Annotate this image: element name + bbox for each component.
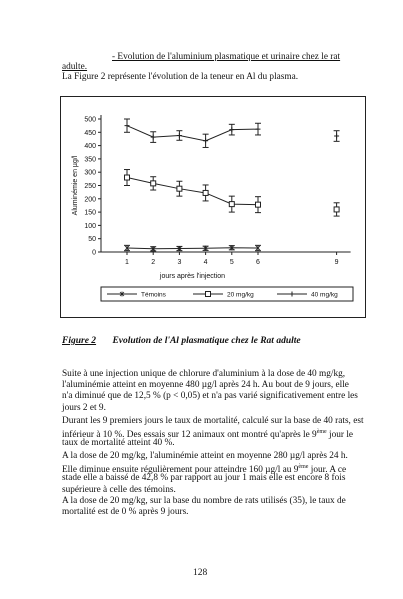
- paragraph-1-line-4: jours 2 et 9.: [62, 402, 106, 413]
- paragraph-3-line-2: Elle diminue ensuite régulièrement pour …: [62, 464, 347, 476]
- figure-frame: 0 50 100 150 200 250 300 350 400 450 500 1 2 3 4 5 6 9 jou…: [60, 96, 366, 318]
- paragraph-2-line-3: taux de mortalité atteint 40 %.: [62, 438, 175, 449]
- data-point-40-mg-kg: [334, 133, 340, 139]
- paragraph-2-line-2: inférieur à 10 %. Des essais sur 12 anim…: [62, 429, 354, 441]
- legend-label: 20 mg/kg: [227, 292, 254, 299]
- data-point-t-moins: [229, 245, 235, 251]
- series-line-40-mg-kg: [126, 125, 259, 142]
- y-tick-label: 100: [84, 223, 96, 230]
- data-point-20-mg-kg: [124, 174, 130, 181]
- x-axis-label: jours après l'injection: [159, 273, 225, 280]
- x-tick-label: 5: [230, 259, 234, 266]
- data-point-20-mg-kg: [333, 206, 340, 213]
- data-point-20-mg-kg: [150, 180, 157, 187]
- x-tick-label: 4: [204, 259, 208, 266]
- data-point-t-moins: [150, 246, 156, 252]
- data-point-40-mg-kg: [255, 126, 261, 132]
- y-tick-label: 500: [84, 117, 96, 124]
- series-line-t-moins: [126, 247, 259, 250]
- x-tick-label: 1: [125, 259, 129, 266]
- data-point-t-moins: [177, 246, 182, 252]
- x-tick-label: 9: [335, 259, 339, 266]
- paragraph-4-line-1: A la dose de 20 mg/kg, sur la base du no…: [62, 496, 346, 506]
- y-tick-label: 250: [84, 183, 96, 190]
- data-point-40-mg-kg: [176, 132, 182, 138]
- data-point-t-moins: [203, 245, 208, 251]
- paragraph-3-line-1: A la dose de 20 mg/kg, l'aluminémie atte…: [62, 451, 348, 461]
- y-tick-label: 200: [84, 196, 96, 203]
- legend-marker: [205, 291, 211, 297]
- paragraph-3-line-4: supérieure à celle des témoins.: [62, 484, 176, 495]
- figure-caption-text: Evolution de l'Al plasmatique chez le Ra…: [112, 336, 301, 346]
- legend-label: Témoins: [141, 292, 167, 299]
- aluminium-plasma-chart: 0 50 100 150 200 250 300 350 400 450 500 1 2 3 4 5 6 9 jou…: [72, 115, 354, 302]
- x-tick-label: 2: [151, 259, 155, 266]
- data-point-20-mg-kg: [228, 201, 235, 208]
- legend-box: [100, 286, 354, 302]
- data-point-t-moins: [255, 245, 261, 251]
- paragraph-1-line-2: l'aluminémie atteint en moyenne 480 µg/l…: [62, 380, 349, 391]
- section-heading-line1: - Evolution de l'aluminium plasmatique e…: [112, 52, 341, 62]
- data-point-20-mg-kg: [176, 185, 183, 192]
- y-tick-label: 400: [84, 143, 96, 150]
- data-point-t-moins: [124, 245, 130, 251]
- paragraph-1-line-3: n'a diminué que de 12,5 % (p < 0,05) et …: [62, 391, 358, 402]
- section-heading-cont: adulte.: [62, 62, 87, 73]
- paragraph-3-line-3: stade elle a baissé de 42,8 % par rappor…: [62, 473, 346, 484]
- y-tick-label: 150: [84, 210, 96, 217]
- paragraph-4-line-2: mortalité est de 0 % après 9 jours.: [62, 507, 189, 518]
- paragraph-1-line-1: Suite à une injection unique de chlorure…: [62, 369, 346, 379]
- y-tick-label: 300: [84, 170, 96, 177]
- section-heading-line2: adulte.: [62, 62, 88, 72]
- data-point-40-mg-kg: [150, 134, 156, 140]
- x-tick-label: 3: [177, 259, 181, 266]
- data-point-40-mg-kg: [203, 138, 209, 144]
- data-point-40-mg-kg: [229, 127, 235, 133]
- data-point-20-mg-kg: [255, 201, 261, 208]
- y-tick-label: 450: [84, 130, 96, 137]
- data-point-40-mg-kg: [124, 123, 130, 129]
- intro-text: La Figure 2 représente l'évolution de la…: [62, 72, 299, 82]
- paragraph-2-line-1: Durant les 9 premiers jours le taux de m…: [62, 416, 364, 426]
- legend-marker: [119, 291, 125, 297]
- page-number: 128: [193, 568, 208, 578]
- figure-caption: Figure 2 Evolution de l'Al plasmatique c…: [62, 336, 301, 346]
- y-tick-label: 50: [88, 236, 96, 243]
- legend-marker: [289, 291, 295, 297]
- figure-caption-label: Figure 2: [62, 336, 97, 346]
- y-tick-label: 0: [92, 250, 96, 257]
- data-point-20-mg-kg: [202, 189, 209, 196]
- y-axis-label: Aluminémie en µg/l: [72, 155, 79, 215]
- series-line-20-mg-kg: [126, 177, 259, 206]
- legend-label: 40 mg/kg: [311, 292, 338, 299]
- y-tick-label: 350: [84, 156, 96, 163]
- x-tick-label: 6: [256, 259, 260, 266]
- section-heading: - Evolution de l'aluminium plasmatique e…: [112, 52, 340, 63]
